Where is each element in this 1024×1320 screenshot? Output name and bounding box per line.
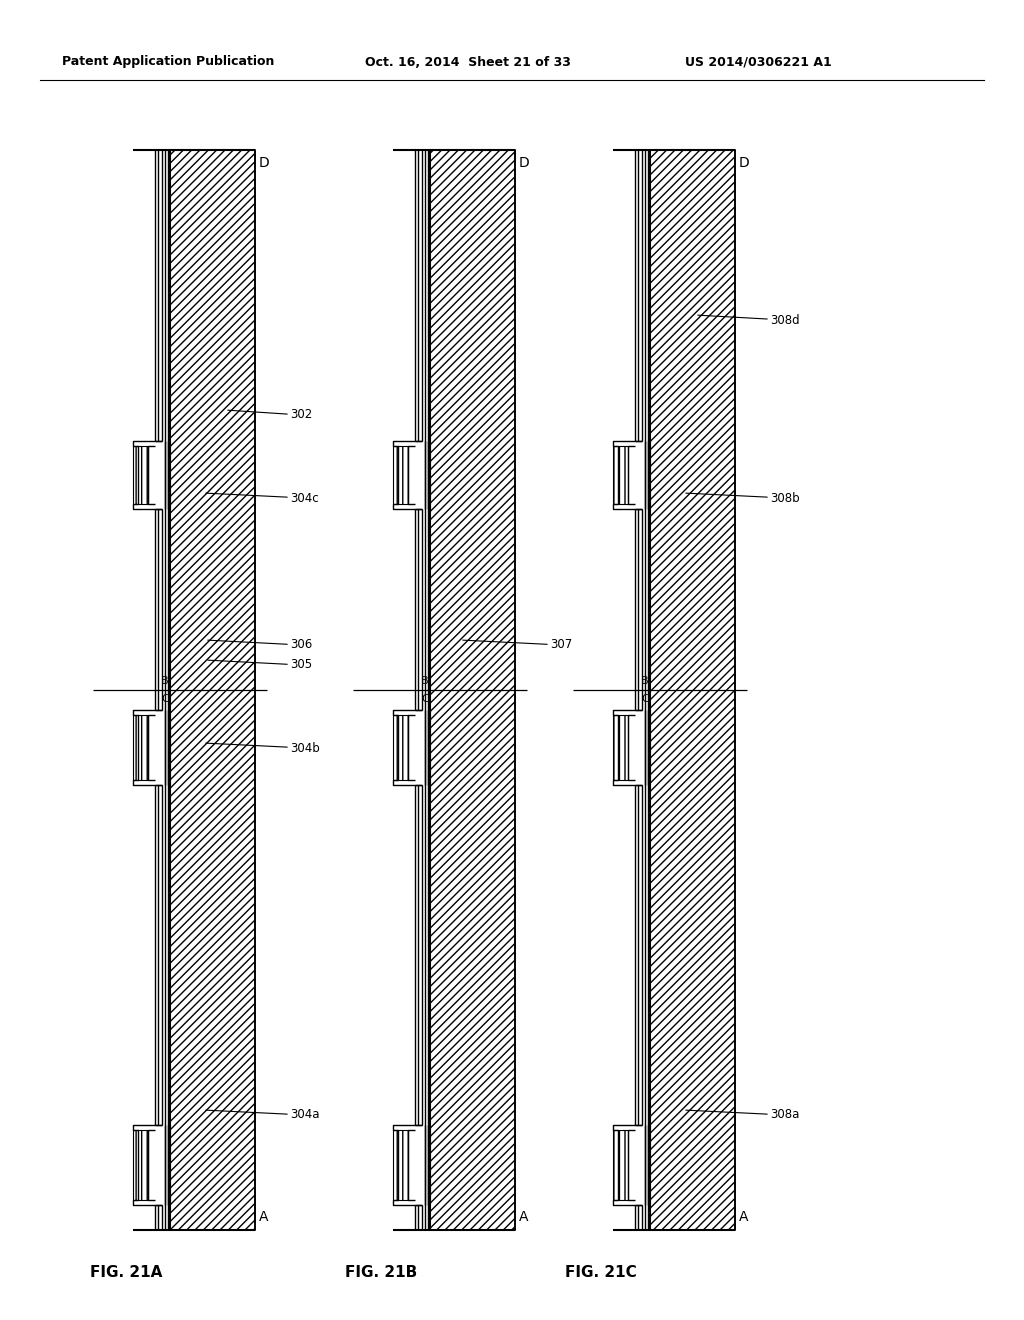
Text: FIG. 21B: FIG. 21B bbox=[345, 1265, 417, 1280]
Bar bbox=[393, 715, 408, 780]
Text: 308b: 308b bbox=[686, 491, 800, 504]
Text: 304c: 304c bbox=[206, 491, 318, 504]
Bar bbox=[170, 150, 255, 1230]
Text: C: C bbox=[641, 694, 649, 704]
Text: 304b: 304b bbox=[206, 742, 319, 755]
Text: 308d: 308d bbox=[697, 314, 800, 326]
Bar bbox=[613, 1130, 628, 1200]
Text: 307: 307 bbox=[463, 639, 572, 652]
Text: US 2014/0306221 A1: US 2014/0306221 A1 bbox=[685, 55, 831, 69]
Text: D: D bbox=[259, 156, 269, 170]
Bar bbox=[650, 150, 735, 1230]
Text: C: C bbox=[421, 694, 429, 704]
Bar bbox=[415, 150, 430, 1230]
Text: 304a: 304a bbox=[206, 1109, 319, 1122]
Bar bbox=[133, 446, 148, 504]
Text: A: A bbox=[519, 1210, 528, 1224]
Text: B: B bbox=[641, 676, 649, 686]
Text: 306: 306 bbox=[208, 639, 312, 652]
Bar bbox=[430, 150, 515, 1230]
Bar bbox=[155, 150, 170, 1230]
Text: B: B bbox=[421, 676, 429, 686]
Text: B: B bbox=[162, 676, 169, 686]
Bar bbox=[393, 446, 408, 504]
Text: 302: 302 bbox=[227, 408, 312, 421]
Bar bbox=[133, 150, 155, 1230]
Bar bbox=[613, 446, 628, 504]
Text: A: A bbox=[259, 1210, 268, 1224]
Text: Patent Application Publication: Patent Application Publication bbox=[62, 55, 274, 69]
Bar bbox=[133, 715, 148, 780]
Text: FIG. 21C: FIG. 21C bbox=[565, 1265, 637, 1280]
Bar bbox=[170, 150, 255, 1230]
Bar bbox=[613, 715, 628, 780]
Text: D: D bbox=[519, 156, 529, 170]
Text: C: C bbox=[161, 694, 169, 704]
Text: 308a: 308a bbox=[686, 1109, 800, 1122]
Text: 305: 305 bbox=[208, 659, 312, 672]
Text: FIG. 21A: FIG. 21A bbox=[90, 1265, 163, 1280]
Bar bbox=[393, 150, 415, 1230]
Bar bbox=[133, 1130, 148, 1200]
Bar bbox=[635, 150, 650, 1230]
Bar bbox=[393, 1130, 408, 1200]
Text: A: A bbox=[739, 1210, 749, 1224]
Bar bbox=[430, 150, 515, 1230]
Bar bbox=[613, 150, 635, 1230]
Text: Oct. 16, 2014  Sheet 21 of 33: Oct. 16, 2014 Sheet 21 of 33 bbox=[365, 55, 570, 69]
Text: D: D bbox=[739, 156, 750, 170]
Bar bbox=[650, 150, 735, 1230]
